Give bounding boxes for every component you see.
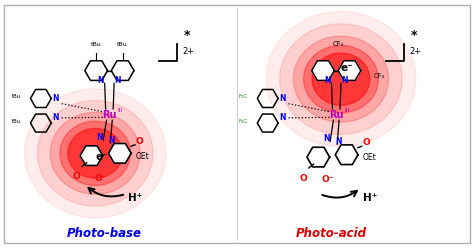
Text: 2+: 2+ bbox=[410, 47, 422, 56]
Text: N: N bbox=[108, 136, 115, 145]
Text: III: III bbox=[117, 108, 122, 113]
Text: Photo-base: Photo-base bbox=[67, 227, 142, 240]
Text: N: N bbox=[335, 137, 341, 146]
Text: N: N bbox=[325, 76, 331, 85]
Text: O: O bbox=[73, 172, 80, 181]
Ellipse shape bbox=[280, 24, 402, 134]
Text: OEt: OEt bbox=[363, 154, 376, 162]
Text: H⁺: H⁺ bbox=[363, 192, 377, 203]
Text: *: * bbox=[184, 29, 191, 42]
Text: N: N bbox=[280, 113, 286, 122]
Ellipse shape bbox=[60, 121, 130, 186]
Text: tBu: tBu bbox=[12, 94, 21, 99]
Text: e⁻: e⁻ bbox=[340, 63, 353, 73]
Text: N: N bbox=[98, 76, 104, 85]
Ellipse shape bbox=[68, 128, 123, 178]
Text: F₃C: F₃C bbox=[238, 94, 248, 99]
Ellipse shape bbox=[25, 89, 166, 218]
Text: N: N bbox=[280, 94, 286, 103]
Text: O: O bbox=[136, 137, 144, 146]
Polygon shape bbox=[307, 147, 329, 167]
Text: N: N bbox=[115, 76, 121, 85]
Text: F₃C: F₃C bbox=[238, 119, 248, 124]
Text: tBu: tBu bbox=[91, 42, 101, 47]
Text: Ru: Ru bbox=[102, 110, 117, 120]
Text: O: O bbox=[363, 138, 370, 147]
Polygon shape bbox=[109, 144, 131, 163]
Text: tBu: tBu bbox=[12, 119, 21, 124]
Text: H⁺: H⁺ bbox=[128, 192, 143, 203]
Text: III: III bbox=[344, 108, 349, 113]
Polygon shape bbox=[338, 61, 361, 80]
Text: Ru: Ru bbox=[329, 110, 344, 120]
Text: CF₃: CF₃ bbox=[333, 40, 344, 47]
Text: OEt: OEt bbox=[136, 152, 149, 161]
Ellipse shape bbox=[50, 112, 140, 194]
Text: N: N bbox=[97, 133, 103, 142]
Text: N: N bbox=[341, 76, 348, 85]
Polygon shape bbox=[80, 146, 103, 165]
Text: *: * bbox=[411, 29, 418, 42]
Ellipse shape bbox=[293, 36, 389, 122]
Polygon shape bbox=[335, 145, 358, 164]
Ellipse shape bbox=[312, 53, 370, 105]
Text: O⁻: O⁻ bbox=[95, 174, 107, 183]
Polygon shape bbox=[312, 61, 334, 80]
Text: N: N bbox=[53, 94, 59, 103]
Text: Photo-acid: Photo-acid bbox=[296, 227, 367, 240]
FancyBboxPatch shape bbox=[4, 5, 470, 243]
Text: N: N bbox=[53, 113, 59, 122]
Text: tBu: tBu bbox=[117, 42, 128, 47]
Ellipse shape bbox=[303, 45, 378, 113]
Text: O⁻: O⁻ bbox=[321, 175, 334, 184]
Ellipse shape bbox=[266, 11, 416, 147]
Text: e⁻: e⁻ bbox=[96, 152, 108, 162]
Text: N: N bbox=[324, 134, 330, 144]
Text: 2+: 2+ bbox=[182, 47, 195, 56]
Ellipse shape bbox=[37, 100, 153, 206]
Text: CF₃: CF₃ bbox=[374, 73, 384, 79]
Text: O: O bbox=[299, 174, 307, 183]
